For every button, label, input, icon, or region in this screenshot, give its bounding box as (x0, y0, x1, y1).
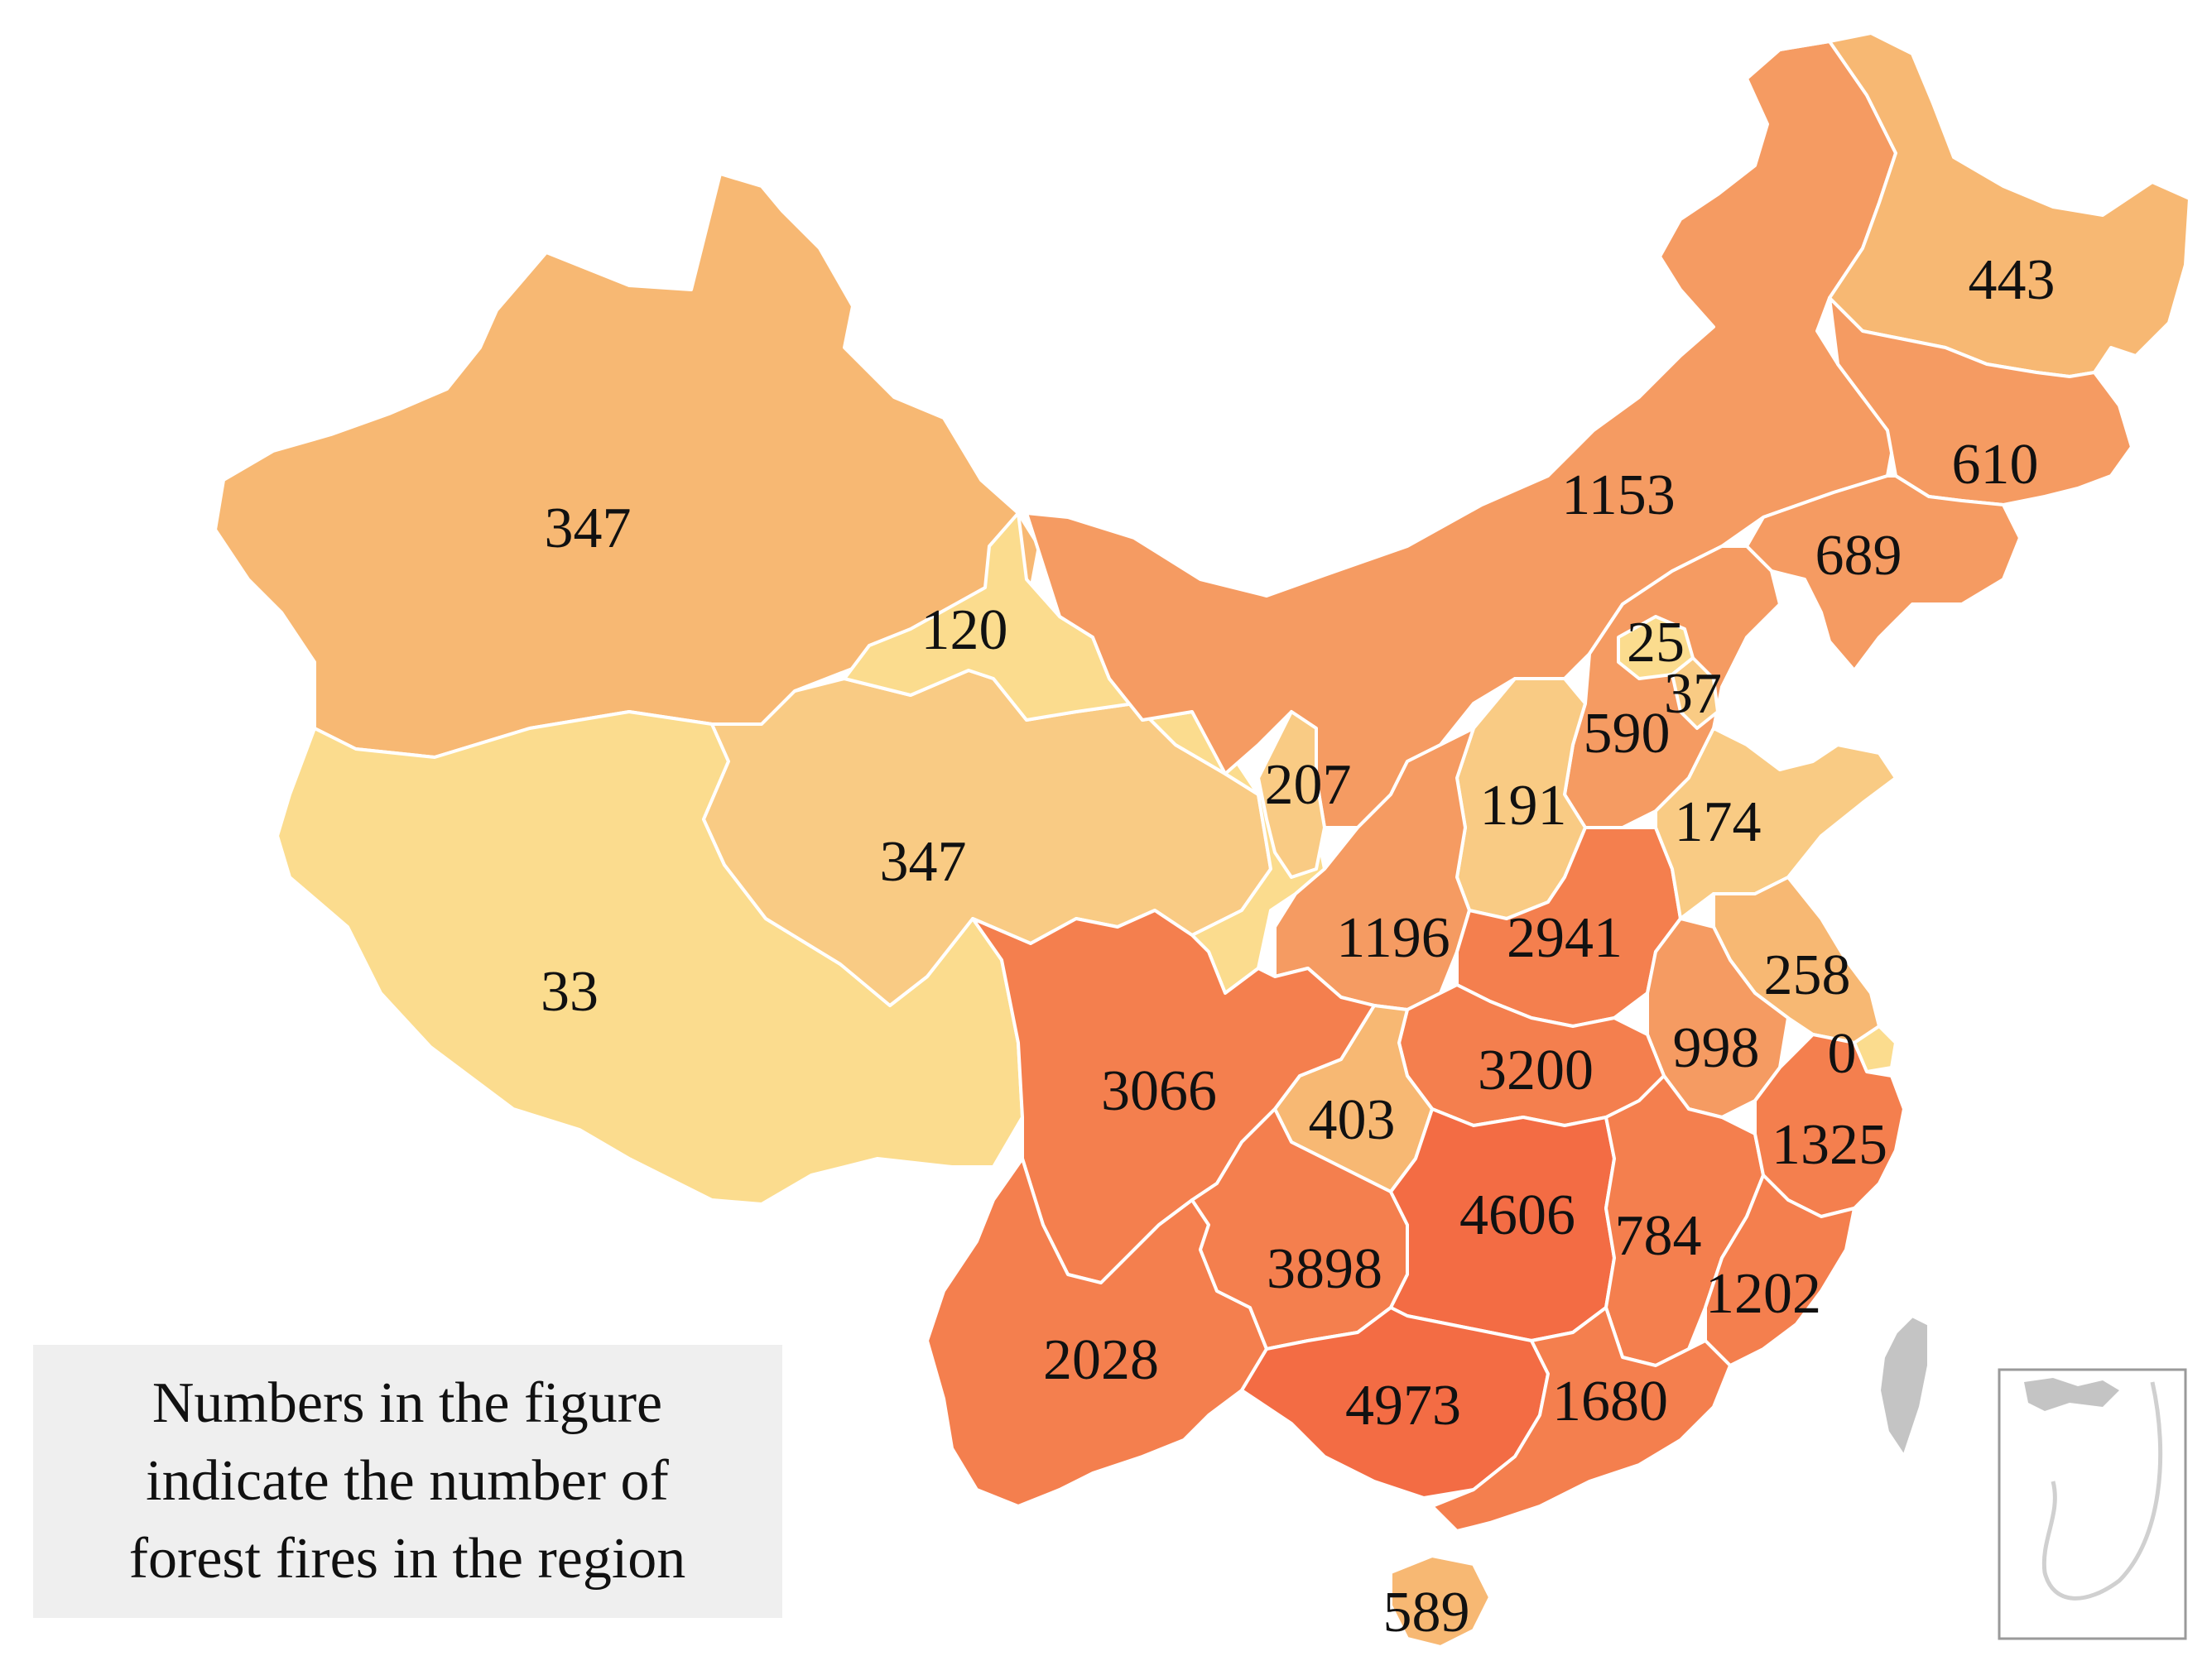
label-hebei: 590 (1584, 702, 1671, 766)
label-jiangxi: 784 (1615, 1204, 1702, 1268)
label-shanghai: 0 (1828, 1022, 1857, 1086)
label-gansu: 120 (921, 598, 1008, 662)
legend: Numbers in the figure indicate the numbe… (33, 1345, 782, 1618)
region-ningxia (1257, 710, 1326, 879)
label-fujian: 1202 (1705, 1262, 1821, 1326)
label-jiangsu: 258 (1764, 943, 1851, 1007)
south-china-sea-inset (1998, 1368, 2187, 1640)
label-henan: 2941 (1507, 906, 1623, 970)
label-chongqing: 403 (1309, 1088, 1396, 1152)
region-heilongjiang (1778, 31, 2191, 378)
label-tibet: 33 (541, 960, 599, 1024)
region-fujian (1704, 1174, 1856, 1367)
label-beijing: 25 (1627, 611, 1685, 674)
label-yunnan: 2028 (1043, 1328, 1159, 1392)
legend-box (33, 1345, 782, 1618)
label-hunan: 4606 (1459, 1183, 1575, 1247)
label-liaoning: 689 (1815, 524, 1902, 588)
label-heilongjiang: 443 (1969, 248, 2056, 312)
label-zhejiang: 1325 (1772, 1113, 1887, 1177)
inset-coastline (2024, 1378, 2119, 1411)
region-hainan (1389, 1554, 1492, 1649)
region-taiwan (1878, 1314, 1931, 1458)
legend-line-1: Numbers in the figure (152, 1371, 662, 1435)
label-hubei: 3200 (1478, 1039, 1594, 1102)
label-shandong: 174 (1675, 790, 1762, 854)
map-regions (214, 31, 2191, 1649)
label-anhui: 998 (1673, 1016, 1760, 1080)
region-jilin (1828, 296, 2133, 506)
label-tianjin: 37 (1664, 662, 1722, 726)
region-labels: 443 610 689 1153 347 120 25 37 590 207 1… (541, 248, 2056, 1644)
label-jilin: 610 (1952, 433, 2039, 497)
region-yunnan (926, 1157, 1268, 1508)
label-shanxi: 191 (1480, 774, 1567, 838)
label-shaanxi: 1196 (1336, 906, 1450, 970)
label-hainan: 589 (1383, 1581, 1470, 1644)
label-guizhou: 3898 (1267, 1237, 1382, 1301)
legend-line-2: indicate the number of (146, 1449, 669, 1513)
region-inner-mongolia (1025, 40, 1897, 829)
region-guangdong (1430, 1306, 1732, 1533)
label-ningxia: 207 (1265, 753, 1352, 817)
label-sichuan: 3066 (1101, 1059, 1217, 1123)
inset-maritime-line (2041, 1381, 2163, 1601)
region-liaoning (1745, 474, 2022, 672)
label-guangxi: 4973 (1345, 1374, 1461, 1438)
label-guangdong: 1680 (1552, 1370, 1668, 1433)
legend-line-3: forest fires in the region (129, 1527, 686, 1591)
label-xinjiang: 347 (545, 497, 632, 560)
label-inner-mongolia: 1153 (1561, 463, 1675, 527)
label-qinghai: 347 (880, 830, 967, 894)
region-shandong (1654, 727, 1897, 920)
region-tianjin (1671, 656, 1719, 730)
